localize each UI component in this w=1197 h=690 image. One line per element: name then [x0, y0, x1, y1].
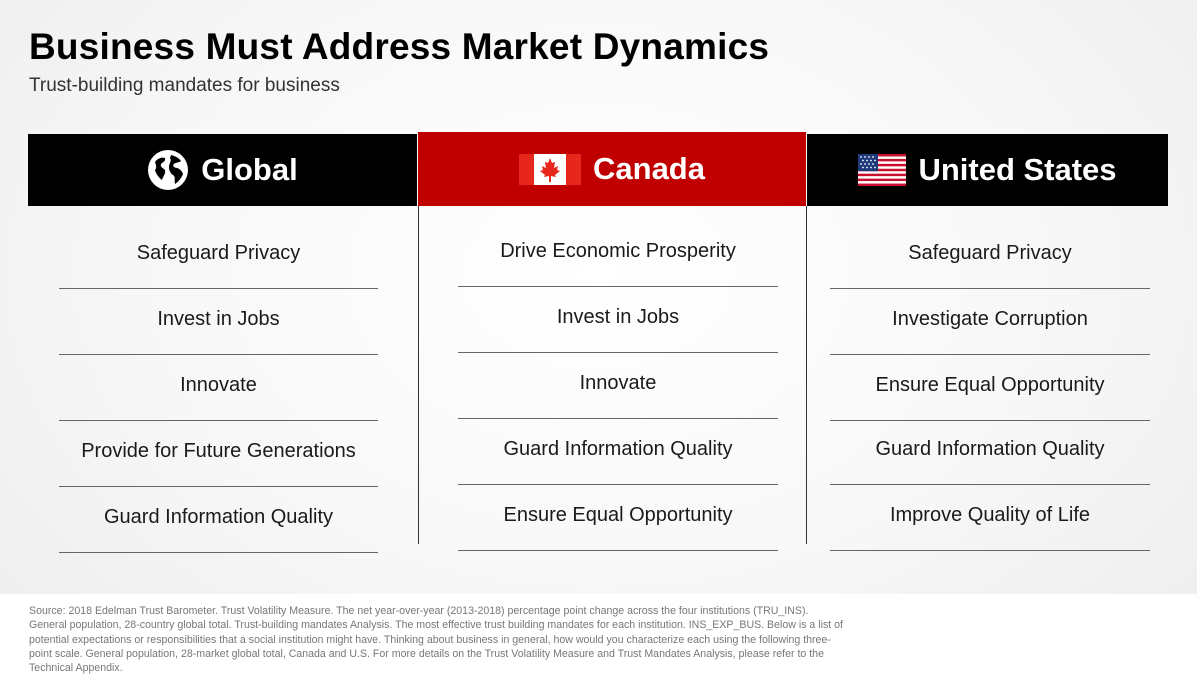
- column-united-states: United States Safeguard Privacy Investig…: [807, 132, 1168, 551]
- list-item: Ensure Equal Opportunity: [830, 354, 1150, 421]
- column-divider: [806, 206, 807, 544]
- list-item: Safeguard Privacy: [59, 222, 378, 289]
- page-title: Business Must Address Market Dynamics: [29, 26, 770, 67]
- footer-band: [0, 594, 1197, 690]
- list-item: Safeguard Privacy: [830, 222, 1150, 289]
- page-subtitle: Trust-building mandates for business: [29, 75, 340, 96]
- header-label: Global: [201, 152, 298, 187]
- list-item: Drive Economic Prosperity: [458, 220, 778, 287]
- header-label: Canada: [593, 151, 705, 186]
- list-item: Guard Information Quality: [830, 418, 1150, 485]
- header-united-states: United States: [807, 134, 1168, 206]
- header-global: Global: [28, 134, 417, 206]
- source-note: Source: 2018 Edelman Trust Barometer. Tr…: [29, 605, 843, 675]
- column-canada: Canada Drive Economic Prosperity Invest …: [418, 132, 806, 551]
- us-flag-icon: [858, 154, 907, 186]
- header-label: United States: [918, 152, 1117, 187]
- list-item: Guard Information Quality: [458, 418, 778, 485]
- canada-flag-icon: [519, 153, 581, 185]
- header-canada: Canada: [418, 132, 806, 206]
- column-divider: [418, 206, 419, 544]
- list-item: Improve Quality of Life: [830, 484, 1150, 551]
- column-global: Global Safeguard Privacy Invest in Jobs …: [28, 132, 417, 553]
- list-item: Innovate: [458, 352, 778, 419]
- list-item: Ensure Equal Opportunity: [458, 484, 778, 551]
- list-item: Provide for Future Generations: [59, 420, 378, 487]
- list-item: Invest in Jobs: [458, 286, 778, 353]
- list-item: Invest in Jobs: [59, 288, 378, 355]
- list-item: Guard Information Quality: [59, 486, 378, 553]
- list-item: Innovate: [59, 354, 378, 421]
- globe-icon: [147, 149, 189, 191]
- list-item: Investigate Corruption: [830, 288, 1150, 355]
